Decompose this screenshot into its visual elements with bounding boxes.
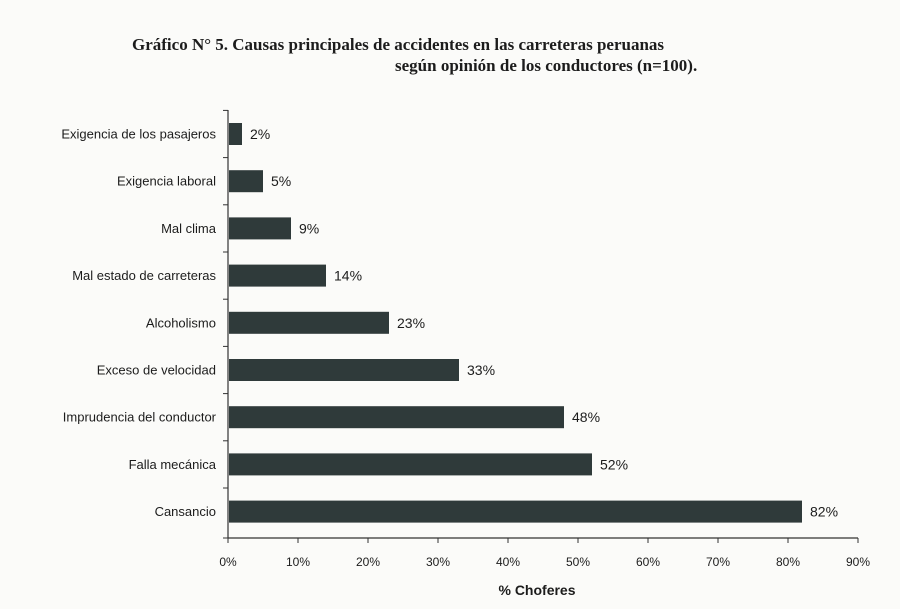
- bar: [229, 453, 592, 476]
- x-tick-label: 40%: [496, 555, 520, 569]
- bars-group: [229, 123, 802, 523]
- chart-title-line-1: Gráfico N° 5. Causas principales de acci…: [132, 35, 665, 54]
- bar: [229, 264, 326, 287]
- data-label: 33%: [467, 362, 495, 378]
- bar: [229, 123, 242, 145]
- data-label: 2%: [250, 126, 270, 142]
- data-label: 82%: [810, 504, 838, 520]
- x-tick-label: 30%: [426, 555, 450, 569]
- x-tick-label: 50%: [566, 555, 590, 569]
- y-axis: [223, 109, 229, 539]
- category-label: Cansancio: [155, 504, 216, 519]
- category-label: Exceso de velocidad: [97, 363, 216, 378]
- x-tick-label: 70%: [706, 555, 730, 569]
- category-label: Mal clima: [161, 221, 217, 236]
- data-label: 5%: [271, 173, 291, 189]
- category-labels-group: Exigencia de los pasajeros Exigencia labo…: [61, 127, 216, 520]
- category-label: Alcoholismo: [146, 315, 216, 330]
- category-label: Falla mecánica: [129, 457, 217, 472]
- x-tick-label: 60%: [636, 555, 660, 569]
- x-tick-label: 80%: [776, 555, 800, 569]
- data-label: 9%: [299, 220, 319, 236]
- x-axis: 0% 10% 20% 30% 40% 50% 60% 70% 80% 90%: [219, 537, 870, 569]
- x-tick-label: 0%: [219, 555, 237, 569]
- bar: [229, 406, 564, 429]
- value-labels-group: 2% 5% 9% 14% 23% 33% 48% 52% 82%: [250, 126, 838, 520]
- bar: [229, 500, 802, 523]
- bar: [229, 217, 291, 240]
- data-label: 48%: [572, 409, 600, 425]
- x-tick-label: 10%: [286, 555, 310, 569]
- x-axis-title: % Choferes: [498, 582, 575, 598]
- data-label: 52%: [600, 456, 628, 472]
- category-label: Exigencia de los pasajeros: [61, 127, 216, 142]
- category-label: Imprudencia del conductor: [63, 410, 217, 425]
- data-label: 23%: [397, 315, 425, 331]
- category-label: Mal estado de carreteras: [72, 268, 216, 283]
- category-label: Exigencia laboral: [117, 174, 216, 189]
- bar: [229, 311, 389, 334]
- bar: [229, 359, 459, 381]
- data-label: 14%: [334, 268, 362, 284]
- chart-title-line-2: según opinión de los conductores (n=100)…: [395, 56, 698, 75]
- bar: [229, 170, 263, 193]
- x-tick-label: 20%: [356, 555, 380, 569]
- x-tick-label: 90%: [846, 555, 870, 569]
